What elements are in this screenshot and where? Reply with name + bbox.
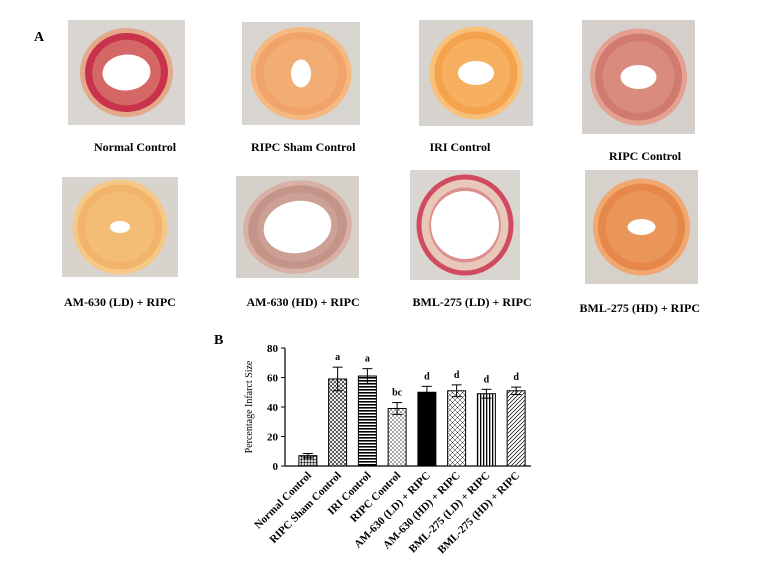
bar xyxy=(506,390,526,467)
panel-a-label: A xyxy=(34,30,45,45)
heart-section-photo xyxy=(236,176,359,278)
heart-section-photo xyxy=(62,177,178,277)
significance-label: a xyxy=(335,352,340,363)
significance-label: d xyxy=(424,371,430,382)
photo-caption: BML-275 (LD) + RIPC xyxy=(412,295,532,309)
photo-caption: Normal Control xyxy=(94,140,177,154)
photo-caption: IRI Control xyxy=(429,140,491,154)
heart-section-photo xyxy=(242,22,360,125)
infarct-size-bar-chart: Percentage Infarct Size 0 20 40 60 80 Normal… xyxy=(244,343,531,556)
bar xyxy=(328,378,348,467)
bar xyxy=(387,407,407,467)
bar xyxy=(476,393,496,467)
y-tick-label: 20 xyxy=(267,432,279,444)
photo-caption: RIPC Control xyxy=(609,149,682,163)
heart-section-photo xyxy=(585,170,698,284)
photo-caption: BML-275 (HD) + RIPC xyxy=(579,301,701,315)
significance-label: bc xyxy=(392,388,403,399)
bar xyxy=(447,390,467,467)
photo-caption: AM-630 (LD) + RIPC xyxy=(64,295,176,309)
significance-label: d xyxy=(454,370,460,381)
panel-b-label: B xyxy=(214,333,224,348)
photo-caption: RIPC Sham Control xyxy=(251,140,356,154)
heart-section-photo xyxy=(410,170,520,280)
y-axis-label: Percentage Infarct Size xyxy=(244,360,255,453)
bar xyxy=(417,391,437,467)
significance-label: d xyxy=(484,374,490,385)
y-tick-label: 40 xyxy=(267,402,279,414)
heart-section-photo xyxy=(582,20,695,134)
heart-section-photo xyxy=(419,20,533,126)
significance-label: d xyxy=(513,372,519,383)
bar xyxy=(357,375,377,467)
y-tick-label: 60 xyxy=(267,373,279,385)
significance-label: a xyxy=(365,354,370,365)
y-tick-label: 80 xyxy=(267,343,279,355)
heart-section-photo xyxy=(68,20,185,125)
y-tick-label: 0 xyxy=(273,461,279,473)
photo-caption: AM-630 (HD) + RIPC xyxy=(246,295,360,309)
